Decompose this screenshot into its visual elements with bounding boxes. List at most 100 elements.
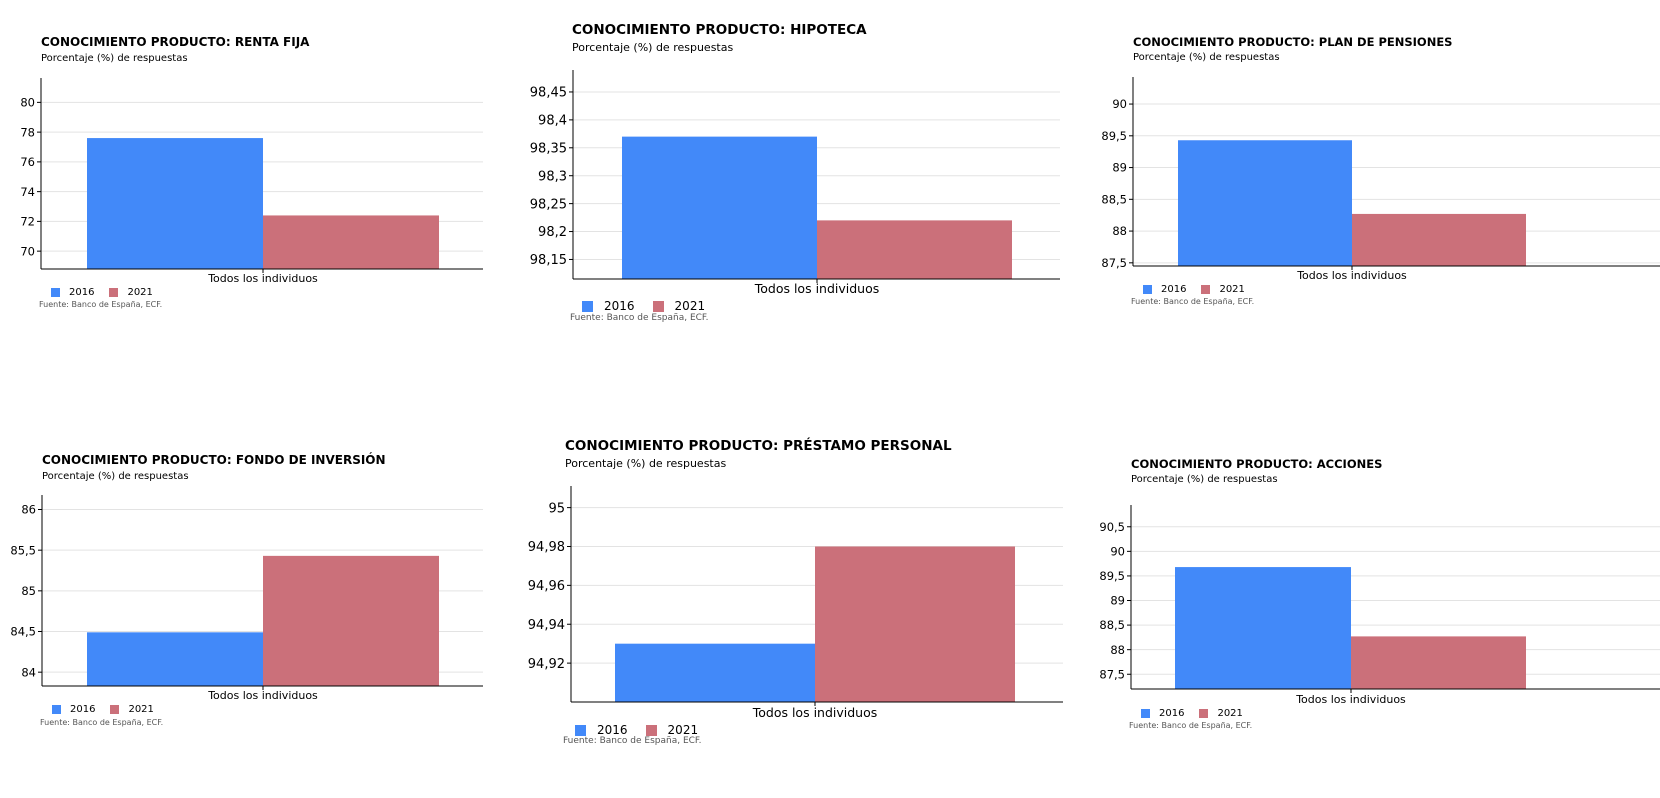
x-tick-label: Todos los individuos [1295, 693, 1406, 706]
legend-label: 2021 [128, 704, 154, 715]
y-tick-label: 87,5 [1099, 667, 1125, 681]
chart-subtitle: Porcentaje (%) de respuestas [1131, 474, 1278, 485]
chart-title: CONOCIMIENTO PRODUCTO: RENTA FIJA [41, 35, 310, 49]
chart-plot: 94,92 94,94 94,96 94,98 95 Todos los individu… [528, 486, 1063, 720]
y-tick-label: 87,5 [1101, 256, 1127, 270]
bar-2021 [817, 220, 1012, 279]
y-tick-label: 80 [20, 96, 35, 110]
chart-source: Fuente: Banco de España, ECF. [40, 718, 164, 727]
chart-legend: 2016 2021 [52, 704, 154, 715]
chart-title: CONOCIMIENTO PRODUCTO: PRÉSTAMO PERSONAL [565, 438, 952, 454]
y-tick-label: 90 [1112, 97, 1127, 111]
chart-panel: CONOCIMIENTO PRODUCTO: PRÉSTAMO PERSONAL… [528, 438, 1073, 750]
y-tick-label: 98,25 [530, 197, 567, 212]
legend-label: 2021 [1217, 708, 1243, 719]
bar-2016 [87, 138, 263, 269]
y-tick-label: 98,15 [530, 253, 567, 268]
y-tick-label: 78 [20, 125, 35, 139]
legend-item: 2021 [110, 704, 154, 715]
chart-panel: CONOCIMIENTO PRODUCTO: PLAN DE PENSIONES… [1101, 35, 1660, 311]
chart-legend: 2016 2021 [1143, 284, 1245, 295]
chart-subtitle: Porcentaje (%) de respuestas [41, 53, 188, 64]
y-tick-label: 98,4 [538, 114, 567, 129]
bar-2016 [615, 643, 815, 702]
y-tick-label: 84 [21, 665, 36, 679]
legend-item: 2016 [52, 704, 95, 715]
legend-label: 2021 [674, 299, 706, 313]
y-tick-label: 88 [1110, 643, 1125, 657]
y-tick-label: 72 [20, 215, 35, 229]
chart-plot: 87,5 88 88,5 89 89,5 90 Todos los individuos [1101, 77, 1660, 282]
bar-2021 [1351, 636, 1526, 689]
chart-plot: 70 72 74 76 78 80 Todos los individuos [20, 78, 483, 285]
bar-2016 [1178, 140, 1352, 266]
legend-swatch-2016 [51, 288, 60, 297]
y-tick-label: 85,5 [10, 543, 36, 557]
bar-2016 [1175, 567, 1351, 689]
chart-legend: 2016 2021 [1141, 708, 1243, 719]
legend-swatch-2021 [1201, 285, 1211, 294]
chart-title: CONOCIMIENTO PRODUCTO: PLAN DE PENSIONES [1133, 35, 1453, 49]
legend-label: 2021 [1219, 284, 1245, 295]
legend-swatch-2016 [52, 705, 61, 714]
y-tick-label: 98,45 [530, 86, 567, 101]
y-tick-label: 94,98 [528, 540, 565, 555]
chart-legend: 2016 2021 [51, 287, 153, 298]
legend-label: 2016 [70, 704, 96, 715]
legend-swatch-2021 [1199, 709, 1209, 718]
y-tick-label: 88,5 [1099, 618, 1125, 632]
y-tick-label: 90 [1110, 544, 1125, 558]
chart-title: CONOCIMIENTO PRODUCTO: FONDO DE INVERSIÓ… [42, 453, 386, 467]
y-tick-label: 98,2 [538, 225, 567, 240]
legend-swatch-2021 [652, 300, 664, 312]
chart-subtitle: Porcentaje (%) de respuestas [565, 457, 727, 470]
legend-label: 2021 [127, 287, 153, 298]
chart-legend: 2016 2021 [575, 723, 698, 737]
legend-label: 2016 [1159, 708, 1185, 719]
legend-swatch-2016 [1143, 285, 1152, 294]
y-tick-label: 76 [20, 155, 35, 169]
y-tick-label: 98,3 [538, 169, 567, 184]
chart-subtitle: Porcentaje (%) de respuestas [42, 471, 189, 482]
chart-plot: 98,15 98,2 98,25 98,3 98,35 98,4 98,45 Todos lo… [530, 70, 1060, 296]
x-tick-label: Todos los individuos [207, 272, 318, 285]
bar-2016 [622, 136, 817, 279]
chart-plot: 87,5 88 88,5 89 89,5 90 90,5 Todos los individu… [1099, 505, 1660, 706]
y-tick-label: 98,35 [530, 141, 567, 156]
chart-source: Fuente: Banco de España, ECF. [563, 736, 702, 746]
legend-item: 2021 [652, 299, 706, 313]
y-tick-label: 89 [1112, 161, 1127, 175]
y-tick-label: 90,5 [1099, 520, 1125, 534]
y-tick-label: 74 [20, 185, 35, 199]
chart-subtitle: Porcentaje (%) de respuestas [1133, 52, 1280, 63]
y-tick-label: 88,5 [1101, 192, 1127, 206]
y-tick-label: 95 [548, 501, 565, 516]
legend-label: 2016 [69, 287, 95, 298]
legend-item: 2021 [645, 723, 699, 737]
y-tick-label: 70 [20, 244, 35, 258]
legend-swatch-2016 [1141, 709, 1150, 718]
y-tick-label: 94,94 [528, 618, 565, 633]
legend-swatch-2021 [110, 705, 120, 714]
chart-panel: CONOCIMIENTO PRODUCTO: ACCIONES Porcentaj… [1099, 457, 1660, 735]
x-tick-label: Todos los individuos [752, 705, 878, 720]
legend-item: 2016 [1143, 284, 1186, 295]
chart-panel: CONOCIMIENTO PRODUCTO: HIPOTECA Porcentaj… [530, 22, 1070, 327]
legend-label: 2016 [1161, 284, 1187, 295]
legend-item: 2016 [1141, 708, 1184, 719]
legend-label: 2021 [667, 723, 699, 737]
legend-swatch-2016 [575, 724, 586, 736]
legend-swatch-2016 [582, 300, 593, 312]
y-tick-label: 89 [1110, 594, 1125, 608]
legend-swatch-2021 [109, 288, 119, 297]
chart-title: CONOCIMIENTO PRODUCTO: HIPOTECA [572, 22, 867, 38]
chart-source: Fuente: Banco de España, ECF. [39, 300, 163, 309]
x-tick-label: Todos los individuos [1296, 269, 1407, 282]
bar-2016 [87, 632, 263, 686]
legend-item: 2021 [1201, 284, 1245, 295]
legend-label: 2016 [597, 723, 628, 737]
chart-panel: CONOCIMIENTO PRODUCTO: FONDO DE INVERSIÓ… [10, 453, 493, 732]
legend-item: 2021 [109, 287, 153, 298]
chart-source: Fuente: Banco de España, ECF. [1131, 297, 1255, 306]
legend-label: 2016 [604, 299, 635, 313]
